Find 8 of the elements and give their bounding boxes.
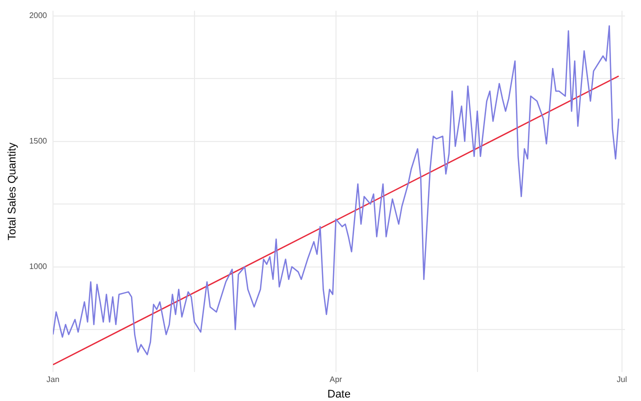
y-tick-label: 1000 xyxy=(29,262,48,271)
x-tick-label: Jan xyxy=(46,375,60,384)
y-tick-label: 2000 xyxy=(29,11,48,20)
y-tick-label: 1500 xyxy=(29,136,48,146)
y-axis-title: Total Sales Quantity xyxy=(6,142,19,240)
x-tick-label: Apr xyxy=(330,375,342,384)
x-axis-title: Date xyxy=(327,388,351,400)
x-tick-label: Jul xyxy=(616,375,628,384)
